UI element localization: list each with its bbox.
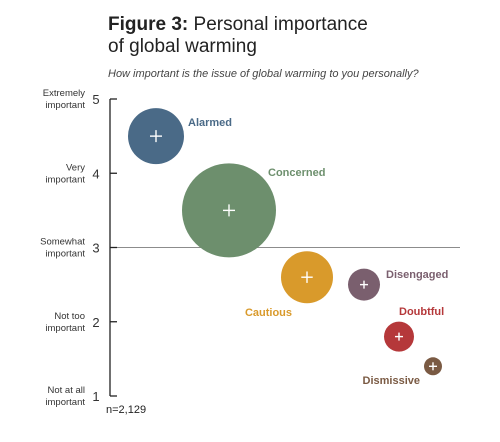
bubble-label-dismissive: Dismissive xyxy=(363,375,420,387)
bubble-label-doubtful: Doubtful xyxy=(399,306,444,318)
title-line1: Personal importance xyxy=(193,14,368,35)
chart-subtitle: How important is the issue of global war… xyxy=(108,68,419,80)
y-tick-label: Very xyxy=(66,162,85,173)
bubble-label-disengaged: Disengaged xyxy=(386,269,448,281)
y-tick-value: 1 xyxy=(92,389,99,404)
y-tick-label: Not too xyxy=(54,311,85,322)
bubble-label-cautious: Cautious xyxy=(245,307,292,319)
y-tick-label: Not at all xyxy=(48,385,86,396)
y-tick-label: Extremely xyxy=(43,88,85,99)
y-tick-value: 5 xyxy=(92,92,99,107)
axes: 5Extremelyimportant4Veryimportant3Somewh… xyxy=(40,88,460,408)
y-tick-label: important xyxy=(45,100,85,111)
bubble-label-alarmed: Alarmed xyxy=(188,117,232,129)
figure-label: Figure 3: xyxy=(108,14,189,35)
bubble-label-concerned: Concerned xyxy=(268,167,325,179)
chart-title: Figure 3: Personal importance of global … xyxy=(108,14,368,58)
y-tick-value: 2 xyxy=(92,315,99,330)
y-tick-label: important xyxy=(45,249,85,260)
y-tick-label: Somewhat xyxy=(40,237,85,248)
sample-size-note: n=2,129 xyxy=(106,404,147,416)
y-tick-value: 3 xyxy=(92,241,99,256)
bubbles: Alarmed Concerned Cautious Disengaged Doubtf… xyxy=(128,108,448,387)
title-line2: of global warming xyxy=(108,36,257,57)
y-tick-value: 4 xyxy=(92,166,99,181)
y-tick-label: important xyxy=(45,174,85,185)
y-tick-label: important xyxy=(45,323,85,334)
y-tick-label: important xyxy=(45,397,85,408)
